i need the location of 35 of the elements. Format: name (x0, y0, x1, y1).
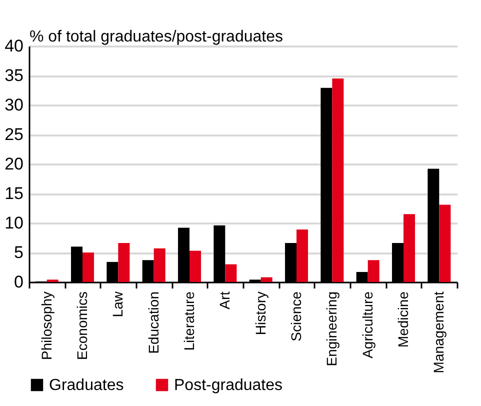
y-tick-label: 35 (4, 66, 24, 85)
x-tick-label: Law (110, 290, 126, 318)
y-axis-title: % of total graduates/post-graduates (30, 28, 283, 46)
x-tick-label: Literature (181, 291, 197, 351)
y-tick-label: 30 (4, 96, 24, 114)
x-tick-label: Art (216, 291, 233, 310)
x-tick-label: Management (430, 291, 447, 374)
legend-label: Graduates (49, 377, 124, 394)
x-tick-label: Medicine (395, 291, 411, 348)
x-tick-label: Economics (74, 292, 90, 360)
bar (118, 243, 130, 282)
bar (296, 229, 308, 282)
bar (154, 248, 166, 282)
x-tick-label: Agriculture (359, 291, 376, 358)
y-tick-label: 0 (14, 272, 24, 292)
bar (260, 277, 272, 282)
y-tick-label: 15 (4, 184, 24, 203)
bar (332, 78, 344, 282)
bar (82, 252, 94, 282)
y-tick-label: 40 (4, 36, 24, 56)
y-tick-label: 25 (4, 125, 24, 144)
x-tick-label: Philosophy (38, 292, 54, 360)
x-tick-label: Engineering (324, 292, 340, 366)
bar (368, 260, 380, 282)
x-tick-label: Science (288, 291, 304, 342)
x-tick-label: History (252, 292, 268, 336)
y-tick-label: 5 (14, 243, 24, 262)
y-tick-label: 10 (4, 214, 24, 232)
x-tick-label: Education (145, 292, 162, 354)
bar (404, 214, 416, 282)
bar (225, 264, 237, 282)
bar (190, 250, 202, 282)
legend-label: Post-graduates (174, 377, 283, 394)
y-tick-label: 20 (4, 154, 24, 174)
bar (439, 204, 451, 282)
